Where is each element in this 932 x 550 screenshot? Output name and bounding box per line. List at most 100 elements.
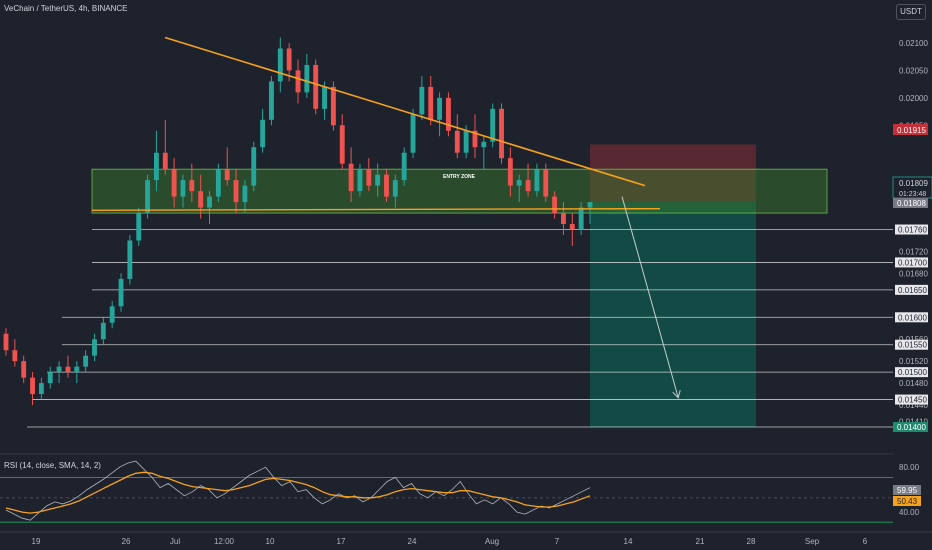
time-tick-label: 14: [624, 537, 633, 546]
bid-price: 0.01808: [897, 199, 926, 208]
price-level-box: [895, 257, 928, 268]
candle: [100, 317, 106, 345]
candle-body: [74, 366, 80, 373]
candle: [392, 174, 398, 208]
candle: [419, 75, 425, 120]
price-tick-label: 0.01680: [899, 269, 928, 278]
candle: [525, 163, 531, 197]
candle: [74, 361, 80, 384]
candle: [92, 333, 97, 362]
candle: [233, 169, 239, 214]
candle-body: [260, 119, 266, 148]
candle: [38, 377, 44, 400]
candle: [162, 119, 168, 175]
candle-body: [490, 108, 496, 142]
candle-body: [322, 86, 327, 109]
target-zone: [590, 202, 756, 427]
time-tick-label: 7: [555, 537, 560, 546]
candle-body: [224, 169, 230, 181]
candlestick-series: [3, 37, 593, 406]
candle-body: [136, 213, 142, 241]
price-level-label: 0.01600: [898, 313, 927, 322]
time-tick-label: 28: [747, 537, 756, 546]
candle: [224, 147, 230, 186]
candle: [180, 174, 186, 208]
candle-body: [348, 163, 354, 192]
candle: [65, 355, 71, 378]
candle-body: [153, 152, 159, 181]
price-tick-label: 0.02100: [899, 39, 928, 48]
candle-body: [525, 180, 531, 192]
candle: [207, 191, 212, 225]
candle-body: [38, 383, 44, 395]
target-price: 0.01400: [897, 423, 926, 432]
candle: [578, 202, 584, 235]
price-tick-label: 0.01720: [899, 247, 928, 256]
candle-body: [569, 224, 575, 230]
candle: [401, 147, 407, 186]
candle: [242, 180, 248, 214]
candle-body: [109, 306, 115, 323]
candle-body: [30, 377, 35, 395]
candle-body: [366, 169, 372, 186]
candle: [339, 114, 345, 170]
candle-body: [100, 322, 106, 340]
candle-body: [499, 108, 504, 159]
candle-body: [295, 70, 301, 93]
rsi-indicator-label[interactable]: RSI (14, close, SMA, 14, 2): [4, 461, 101, 470]
candle: [516, 174, 522, 203]
price-level-box: [895, 312, 928, 323]
price-tick-label: 0.02000: [899, 94, 928, 103]
candle-body: [454, 130, 460, 153]
candle-body: [3, 333, 9, 351]
time-tick-label: 24: [408, 537, 417, 546]
candle-body: [56, 366, 62, 373]
candle-body: [83, 355, 89, 367]
candle-body: [162, 152, 168, 170]
candle-body: [189, 180, 195, 192]
chart-title: VeChain / TetherUS, 4h, BINANCE: [4, 4, 128, 13]
candle: [47, 366, 53, 389]
candle-body: [47, 372, 53, 384]
target-price-box: [893, 422, 928, 432]
candle-body: [375, 174, 381, 186]
price-level-lines: [27, 229, 893, 428]
candle: [410, 108, 416, 159]
trendline[interactable]: [164, 36, 646, 187]
candle: [145, 174, 151, 219]
candle: [304, 53, 310, 98]
time-tick-label: 17: [337, 537, 346, 546]
candle-body: [92, 339, 97, 356]
candle: [366, 158, 372, 192]
time-axis[interactable]: 19 26 Jul 12:00 10 17 24 Aug 7 14 21 28 Sep 6: [0, 531, 932, 546]
candle: [481, 136, 487, 170]
price-tick-label: 0.01480: [899, 379, 928, 388]
time-tick-label: 6: [863, 537, 868, 546]
candle: [21, 355, 27, 384]
candle-body: [507, 158, 513, 186]
candle-body: [384, 174, 389, 197]
candle: [384, 169, 389, 203]
rsi-value-box: [893, 485, 921, 495]
bid-box: [893, 198, 928, 208]
time-tick-label: Jul: [170, 537, 180, 546]
time-tick-label: 19: [32, 537, 41, 546]
price-level-label: 0.01450: [898, 396, 927, 405]
candle: [260, 108, 266, 153]
candle: [127, 234, 133, 285]
candle: [561, 202, 566, 235]
candle: [587, 202, 593, 225]
candle-body: [304, 64, 310, 93]
price-tick-label: 0.01440: [899, 401, 928, 410]
price-level-label: 0.01760: [898, 226, 927, 235]
candle: [375, 163, 381, 197]
currency-button[interactable]: USDT: [896, 4, 926, 20]
candle-body: [242, 185, 248, 203]
candle: [251, 141, 257, 192]
rsi-tick-80: 80.00: [899, 463, 920, 472]
stop-zone: [590, 144, 756, 203]
candle-body: [463, 130, 469, 153]
price-level-box: [895, 284, 928, 295]
price-level-box: [895, 339, 928, 350]
